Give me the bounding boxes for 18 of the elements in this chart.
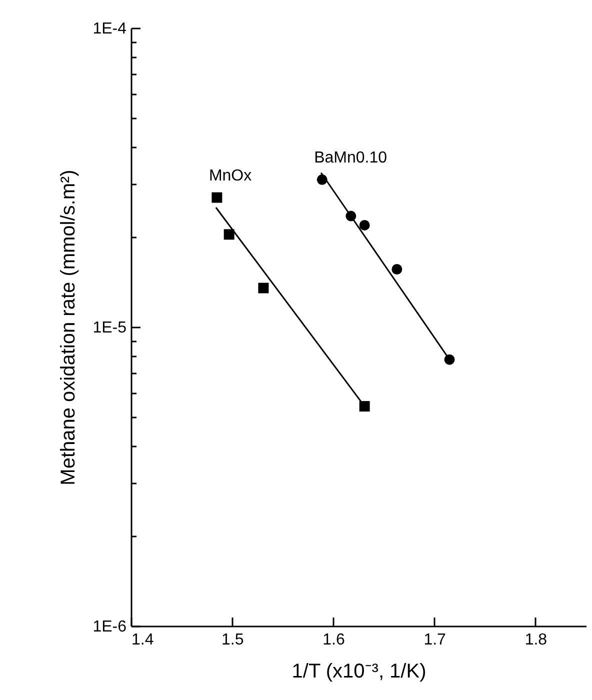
x-tick-label: 1.7 <box>424 632 446 648</box>
x-tick-label: 1.5 <box>221 632 244 648</box>
point <box>212 192 222 203</box>
x-tick-label: 1.4 <box>132 632 154 648</box>
point <box>392 264 402 274</box>
point <box>258 282 269 294</box>
point <box>224 229 234 240</box>
x-axis-title: 1/T (x10⁻³, 1/K) <box>292 660 426 682</box>
y-axis-title: Methane oxidation rate (mmol/s.m²) <box>58 170 80 486</box>
point <box>359 220 370 230</box>
y-tick-label: 1E-5 <box>92 320 127 336</box>
x-tick-label: 1.6 <box>322 632 345 648</box>
series-label: BaMn0.10 <box>314 150 388 167</box>
x-tick-label: 1.8 <box>524 632 548 648</box>
y-tick-label: 1E-6 <box>92 618 127 636</box>
series-label: MnOx <box>208 168 252 185</box>
point <box>359 401 370 412</box>
y-tick-label: 1E-4 <box>92 20 127 38</box>
